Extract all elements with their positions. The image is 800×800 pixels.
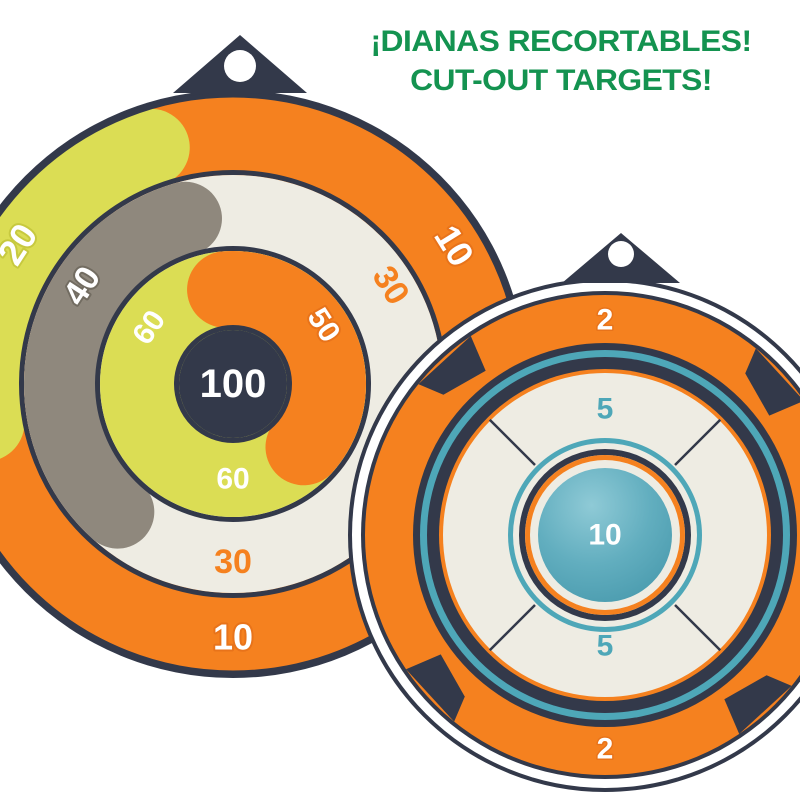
svg-text:2: 2	[597, 304, 614, 337]
svg-text:30: 30	[214, 543, 252, 581]
svg-text:100: 100	[200, 362, 267, 406]
svg-text:60: 60	[216, 463, 249, 496]
svg-text:5: 5	[597, 630, 614, 663]
svg-text:10: 10	[588, 519, 621, 552]
svg-text:10: 10	[213, 617, 253, 658]
svg-text:5: 5	[597, 393, 614, 426]
svg-text:2: 2	[597, 733, 614, 766]
